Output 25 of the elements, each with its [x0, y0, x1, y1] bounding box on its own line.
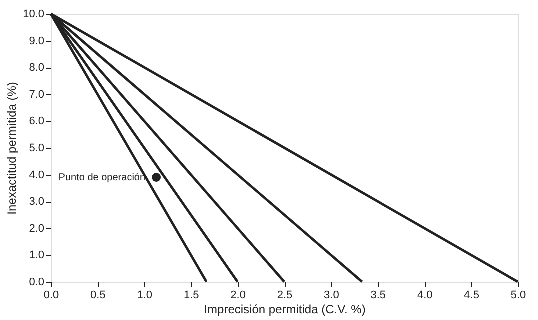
- y-tick-label: 1.0: [29, 250, 44, 262]
- x-tick-label: 4.0: [417, 290, 433, 302]
- x-tick-label: 1.5: [184, 290, 200, 302]
- y-tick-label: 6.0: [29, 116, 44, 128]
- x-tick-label: 5.0: [510, 290, 526, 302]
- y-tick-label: 10.0: [23, 8, 44, 20]
- y-tick-label: 4.0: [29, 169, 44, 182]
- y-tick-label: 5.0: [29, 142, 44, 154]
- x-tick-label: 0.0: [44, 290, 60, 302]
- x-tick-label: 2.5: [277, 290, 293, 302]
- y-tick-label: 0.0: [29, 276, 44, 288]
- x-axis-title: Imprecisión permitida (C.V. %): [204, 302, 366, 316]
- y-tick-label: 8.0: [29, 62, 44, 74]
- x-tick-label: 3.0: [324, 290, 340, 302]
- x-tick-label: 4.5: [464, 290, 480, 302]
- x-tick-label: 3.5: [370, 290, 386, 302]
- y-tick-label: 3.0: [29, 196, 44, 208]
- y-tick-label: 9.0: [29, 35, 44, 48]
- annotation: Punto de operación: [58, 172, 146, 184]
- x-tick-label: 1.0: [137, 290, 153, 302]
- x-tick-label: 2.0: [230, 290, 246, 302]
- y-tick-label: 7.0: [29, 88, 44, 101]
- y-tick-label: 2.0: [29, 222, 44, 235]
- y-axis-title: Inexactitud permitida (%): [5, 82, 20, 215]
- x-tick-label: 0.5: [90, 290, 106, 302]
